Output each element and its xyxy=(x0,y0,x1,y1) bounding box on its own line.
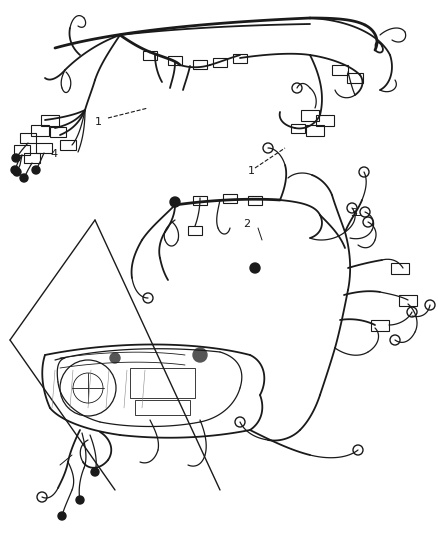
Circle shape xyxy=(170,197,180,207)
Bar xyxy=(399,295,417,305)
Circle shape xyxy=(193,348,207,362)
Circle shape xyxy=(58,512,66,520)
Circle shape xyxy=(250,263,260,273)
Circle shape xyxy=(76,496,84,504)
Bar xyxy=(371,319,389,330)
Bar xyxy=(60,140,76,150)
Bar xyxy=(130,368,195,398)
Text: 1: 1 xyxy=(248,166,255,176)
Bar xyxy=(143,51,157,60)
Bar xyxy=(316,115,334,125)
Circle shape xyxy=(11,166,19,174)
Bar xyxy=(50,127,66,137)
Bar xyxy=(193,196,207,205)
Bar xyxy=(24,153,40,163)
Circle shape xyxy=(32,166,40,174)
Bar xyxy=(301,109,319,120)
Bar xyxy=(188,225,202,235)
Bar xyxy=(306,125,324,135)
Circle shape xyxy=(20,174,28,182)
Bar xyxy=(168,55,182,64)
Text: 1: 1 xyxy=(95,117,102,127)
Bar xyxy=(291,124,305,133)
Bar xyxy=(20,133,36,143)
Bar xyxy=(248,196,262,205)
Circle shape xyxy=(13,168,21,176)
Circle shape xyxy=(110,353,120,363)
Bar xyxy=(223,193,237,203)
Bar xyxy=(213,58,227,67)
Text: 4: 4 xyxy=(50,149,57,159)
Text: 2: 2 xyxy=(243,219,250,229)
Text: 3: 3 xyxy=(350,208,357,218)
Bar xyxy=(14,145,30,155)
Bar xyxy=(233,53,247,62)
Bar xyxy=(332,65,348,75)
Bar xyxy=(36,143,52,153)
Bar xyxy=(347,73,363,83)
Bar xyxy=(391,262,409,273)
Bar xyxy=(31,125,49,135)
Circle shape xyxy=(12,154,20,162)
Bar xyxy=(41,115,59,125)
Bar xyxy=(135,400,190,415)
Bar xyxy=(193,60,207,69)
Circle shape xyxy=(91,468,99,476)
